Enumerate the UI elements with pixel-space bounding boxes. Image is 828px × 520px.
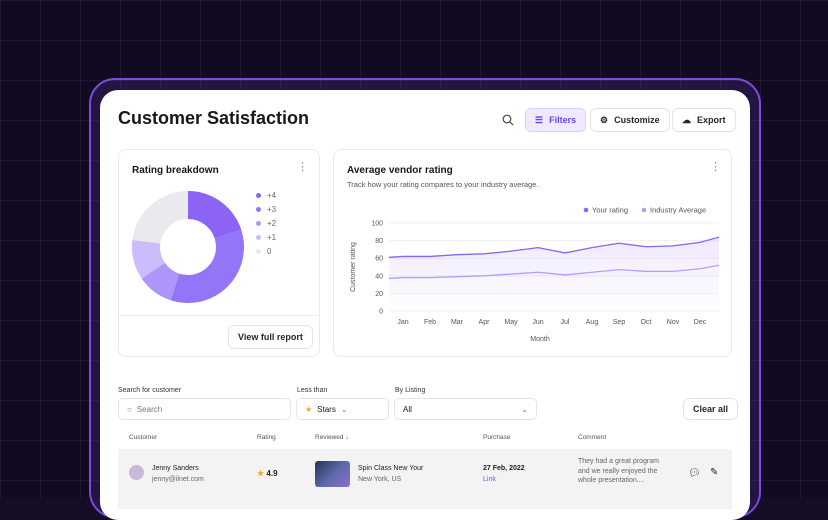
x-tick-label: Oct <box>641 319 652 326</box>
less-than-label: Less than <box>297 387 327 394</box>
view-full-report-button[interactable]: View full report <box>228 325 313 349</box>
customer-email: jenny@ilnet.com <box>152 476 204 483</box>
column-header[interactable]: Purchase <box>483 434 510 441</box>
donut-slice-0 <box>132 191 188 243</box>
y-tick-label: 80 <box>375 238 383 245</box>
legend-label: Industry Average <box>650 206 706 215</box>
customize-button[interactable]: ⚙Customize <box>590 108 670 132</box>
customer-name: Jenny Sanders <box>152 465 199 472</box>
chevron-down-icon: ⌄ <box>341 405 348 414</box>
legend-dot <box>256 235 261 240</box>
x-tick-label: Apr <box>479 319 491 326</box>
listing-location: New York, US <box>358 476 401 483</box>
legend-label: +2 <box>267 219 276 228</box>
avatar <box>129 465 144 480</box>
search-input[interactable]: ○Search <box>118 398 291 420</box>
sliders-icon: ⚙ <box>600 115 608 126</box>
x-tick-label: Sep <box>613 319 626 326</box>
panel-title: Rating breakdown <box>132 165 219 176</box>
filter-icon: ☰ <box>535 115 543 126</box>
chevron-down-icon: ⌄ <box>521 405 528 414</box>
x-tick-label: Jul <box>561 319 570 326</box>
rating-value: ★ 4.9 <box>257 469 278 478</box>
more-icon[interactable]: ⋮ <box>297 164 303 170</box>
x-tick-label: Dec <box>694 319 707 326</box>
legend-dot <box>256 207 261 212</box>
purchase-link[interactable]: Link <box>483 476 496 483</box>
arrow-down-icon: ↓ <box>345 434 348 441</box>
legend-label: +4 <box>267 191 276 200</box>
listing-thumbnail <box>315 461 350 487</box>
divider <box>119 315 319 316</box>
listing-title: Spin Class New Your <box>358 465 423 472</box>
legend-dot <box>256 221 261 226</box>
donut-legend: +4 +3 +2 +1 0 <box>256 188 276 258</box>
legend-dot <box>642 208 647 213</box>
filters-button[interactable]: ☰Filters <box>525 108 586 132</box>
x-tick-label: Jun <box>532 319 543 326</box>
legend-item: +2 <box>256 216 276 230</box>
column-header-reviewed[interactable]: Reviewed ↓ <box>315 434 349 441</box>
legend-item: +4 <box>256 188 276 202</box>
y-tick-label: 0 <box>379 309 383 316</box>
x-tick-label: Jan <box>397 319 408 326</box>
search-icon: ○ <box>127 405 132 414</box>
x-tick-label: Aug <box>586 319 599 326</box>
search-icon[interactable] <box>502 114 514 126</box>
x-tick-label: Mar <box>451 319 464 326</box>
column-header[interactable]: Customer <box>129 434 157 441</box>
column-header[interactable]: Comment <box>578 434 606 441</box>
x-tick-label: Feb <box>424 319 436 326</box>
listing-label: By Listing <box>395 387 425 394</box>
legend-dot <box>256 249 261 254</box>
export-button[interactable]: ☁Export <box>672 108 736 132</box>
stars-dropdown[interactable]: ★Stars⌄ <box>296 398 389 420</box>
table-row[interactable]: Jenny Sanders jenny@ilnet.com ★ 4.9 Spin… <box>118 449 732 509</box>
edit-icon[interactable]: ✎ <box>710 467 718 478</box>
legend-label: Your rating <box>592 206 628 215</box>
search-label: Search for customer <box>118 387 181 394</box>
dashboard-card: Customer Satisfaction ☰Filters ⚙Customiz… <box>100 90 750 520</box>
cloud-upload-icon: ☁ <box>682 115 691 126</box>
legend-item: +3 <box>256 202 276 216</box>
donut-slice-+3 <box>171 230 244 303</box>
legend-item: 0 <box>256 244 276 258</box>
x-axis-label: Month <box>530 336 550 343</box>
y-tick-label: 40 <box>375 273 383 280</box>
y-tick-label: 60 <box>375 256 383 263</box>
comment-text: They had a great program and we really e… <box>578 457 666 486</box>
legend-dot <box>256 193 261 198</box>
column-header[interactable]: Rating <box>257 434 276 441</box>
x-tick-label: May <box>504 319 518 326</box>
star-icon: ★ <box>305 405 312 414</box>
legend-dot <box>584 208 589 213</box>
donut-chart <box>131 190 245 304</box>
legend-label: 0 <box>267 247 271 256</box>
page-title: Customer Satisfaction <box>118 108 309 129</box>
line-chart: 0 20 40 60 80 100 Jan Feb Mar Apr May Jun Jul Aug Sep O… <box>334 150 733 358</box>
vendor-rating-panel: Average vendor rating Track how your rat… <box>333 149 732 357</box>
donut-slice-+4 <box>188 191 241 238</box>
comment-icon[interactable]: 💬︎ <box>688 468 701 479</box>
y-tick-label: 20 <box>375 291 383 298</box>
purchase-date: 27 Feb, 2022 <box>483 465 525 472</box>
y-axis-label: Customer rating <box>350 242 357 292</box>
clear-all-button[interactable]: Clear all <box>683 398 738 420</box>
legend-label: +1 <box>267 233 276 242</box>
x-tick-label: Nov <box>667 319 680 326</box>
y-tick-label: 100 <box>371 221 383 228</box>
star-icon: ★ <box>257 469 264 478</box>
legend-item: +1 <box>256 230 276 244</box>
rating-breakdown-panel: Rating breakdown ⋮ +4 +3 +2 +1 0 View full r… <box>118 149 320 357</box>
legend-label: +3 <box>267 205 276 214</box>
listing-dropdown[interactable]: All⌄ <box>394 398 537 420</box>
